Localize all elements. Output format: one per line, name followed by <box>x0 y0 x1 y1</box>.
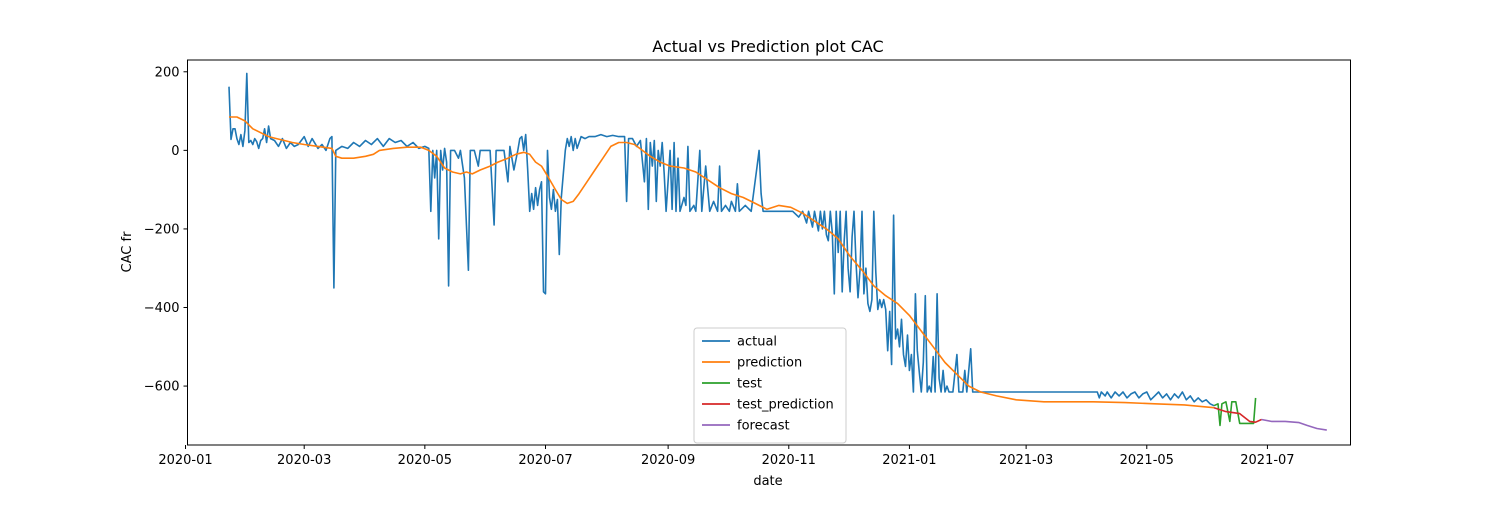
x-tick-label: 2020-03 <box>277 453 331 468</box>
x-tick-label: 2021-01 <box>882 453 936 468</box>
x-axis-label: date <box>753 474 782 489</box>
legend-label-prediction: prediction <box>737 356 802 371</box>
x-tick-label: 2020-05 <box>398 453 452 468</box>
x-tick-label: 2021-05 <box>1120 453 1174 468</box>
series-line-actual <box>228 72 1215 407</box>
series-line-test <box>1213 397 1257 427</box>
series-line-prediction <box>229 116 1215 409</box>
plot-area <box>228 72 1327 431</box>
series-line-test-prediction <box>1213 406 1262 423</box>
x-tick-label: 2020-07 <box>518 453 572 468</box>
y-tick-label: 0 <box>171 144 179 159</box>
y-axis-label: CAC fr <box>120 231 135 273</box>
y-axis: 200 0 −200 −400 −600 <box>144 65 188 395</box>
x-tick-label: 2020-01 <box>158 453 212 468</box>
x-tick-label: 2020-11 <box>762 453 816 468</box>
y-tick-label: −200 <box>144 222 180 237</box>
y-tick-label: −600 <box>144 380 180 395</box>
legend-label-test-prediction: test_prediction <box>737 398 834 413</box>
y-tick-label: −400 <box>144 301 180 316</box>
axes-frame <box>187 59 1351 446</box>
x-tick-label: 2021-07 <box>1240 453 1294 468</box>
chart-title: Actual vs Prediction plot CAC <box>652 37 883 56</box>
legend-label-forecast: forecast <box>737 419 790 434</box>
x-tick-label: 2020-09 <box>641 453 695 468</box>
y-tick-label: 200 <box>155 65 180 80</box>
legend-label-test: test <box>737 377 762 392</box>
legend-box <box>693 327 847 444</box>
legend: actual prediction test test_predictionforec… <box>693 327 847 444</box>
legend-label-actual: actual <box>737 335 777 350</box>
x-tick-label: 2021-03 <box>999 453 1053 468</box>
series-line-forecast <box>1261 418 1327 431</box>
x-axis: 2020-01 2020-03 2020-05 2020-07 2020-09 2020-… <box>158 445 1295 468</box>
